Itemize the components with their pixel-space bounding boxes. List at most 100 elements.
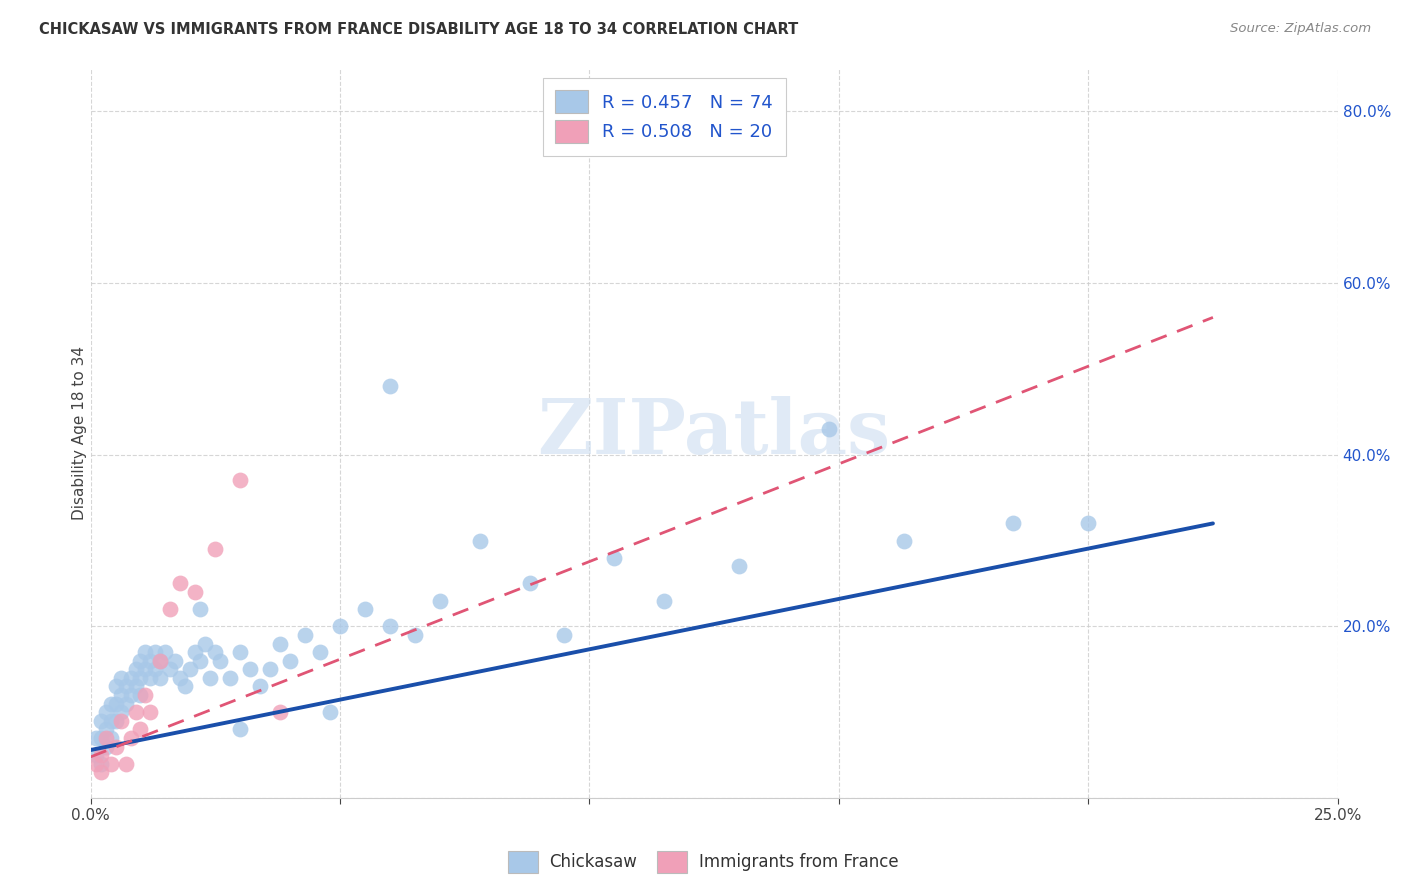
Point <box>104 739 127 754</box>
Point <box>124 705 146 719</box>
Point <box>110 705 132 719</box>
Point <box>139 705 162 719</box>
Point <box>519 576 541 591</box>
Point <box>354 602 377 616</box>
Point <box>229 723 252 737</box>
Point <box>145 645 167 659</box>
Point <box>100 756 122 771</box>
Point <box>90 714 112 728</box>
Point <box>652 593 675 607</box>
Point <box>94 705 117 719</box>
Point <box>1077 516 1099 531</box>
Point <box>124 662 146 676</box>
Point <box>188 654 211 668</box>
Point <box>209 654 232 668</box>
Point <box>149 671 172 685</box>
Point <box>129 723 152 737</box>
Point <box>329 619 352 633</box>
Point <box>110 688 132 702</box>
Point <box>893 533 915 548</box>
Point <box>129 671 152 685</box>
Point <box>378 619 401 633</box>
Point <box>90 731 112 745</box>
Point <box>269 636 291 650</box>
Point <box>1002 516 1025 531</box>
Point <box>200 671 222 685</box>
Point <box>90 765 112 780</box>
Point <box>134 645 156 659</box>
Point <box>165 654 187 668</box>
Point <box>114 697 136 711</box>
Text: CHICKASAW VS IMMIGRANTS FROM FRANCE DISABILITY AGE 18 TO 34 CORRELATION CHART: CHICKASAW VS IMMIGRANTS FROM FRANCE DISA… <box>39 22 799 37</box>
Point <box>134 662 156 676</box>
Point <box>129 654 152 668</box>
Point <box>94 739 117 754</box>
Point <box>159 662 181 676</box>
Point <box>139 654 162 668</box>
Point <box>229 645 252 659</box>
Point <box>179 662 201 676</box>
Point <box>90 756 112 771</box>
Point <box>110 671 132 685</box>
Point <box>249 680 271 694</box>
Point <box>174 680 197 694</box>
Point <box>134 688 156 702</box>
Point <box>124 680 146 694</box>
Point <box>84 748 107 763</box>
Point <box>84 756 107 771</box>
Y-axis label: Disability Age 18 to 34: Disability Age 18 to 34 <box>72 346 87 520</box>
Point <box>219 671 242 685</box>
Point <box>120 731 142 745</box>
Point <box>120 688 142 702</box>
Point <box>155 645 177 659</box>
Point <box>184 585 207 599</box>
Point <box>114 680 136 694</box>
Point <box>104 714 127 728</box>
Point <box>100 714 122 728</box>
Point <box>259 662 281 676</box>
Point <box>84 731 107 745</box>
Point <box>120 671 142 685</box>
Point <box>188 602 211 616</box>
Point <box>100 697 122 711</box>
Point <box>319 705 342 719</box>
Legend: R = 0.457   N = 74, R = 0.508   N = 20: R = 0.457 N = 74, R = 0.508 N = 20 <box>543 78 786 155</box>
Text: ZIPatlas: ZIPatlas <box>537 396 890 470</box>
Point <box>229 474 252 488</box>
Point <box>269 705 291 719</box>
Point <box>728 559 751 574</box>
Point <box>104 680 127 694</box>
Point <box>159 602 181 616</box>
Point <box>378 379 401 393</box>
Point <box>204 645 226 659</box>
Point <box>603 550 626 565</box>
Point <box>204 542 226 557</box>
Point <box>149 654 172 668</box>
Point <box>468 533 491 548</box>
Legend: Chickasaw, Immigrants from France: Chickasaw, Immigrants from France <box>501 845 905 880</box>
Point <box>149 654 172 668</box>
Point <box>553 628 575 642</box>
Point <box>129 688 152 702</box>
Point <box>169 671 191 685</box>
Point <box>278 654 301 668</box>
Point <box>184 645 207 659</box>
Point <box>100 731 122 745</box>
Point <box>169 576 191 591</box>
Point <box>309 645 332 659</box>
Point <box>818 422 841 436</box>
Point <box>239 662 262 676</box>
Point <box>114 756 136 771</box>
Point <box>404 628 426 642</box>
Point <box>90 748 112 763</box>
Point <box>294 628 316 642</box>
Point <box>139 671 162 685</box>
Point <box>429 593 451 607</box>
Point <box>194 636 217 650</box>
Point <box>94 731 117 745</box>
Point <box>145 662 167 676</box>
Point <box>94 723 117 737</box>
Point <box>110 714 132 728</box>
Point <box>104 697 127 711</box>
Text: Source: ZipAtlas.com: Source: ZipAtlas.com <box>1230 22 1371 36</box>
